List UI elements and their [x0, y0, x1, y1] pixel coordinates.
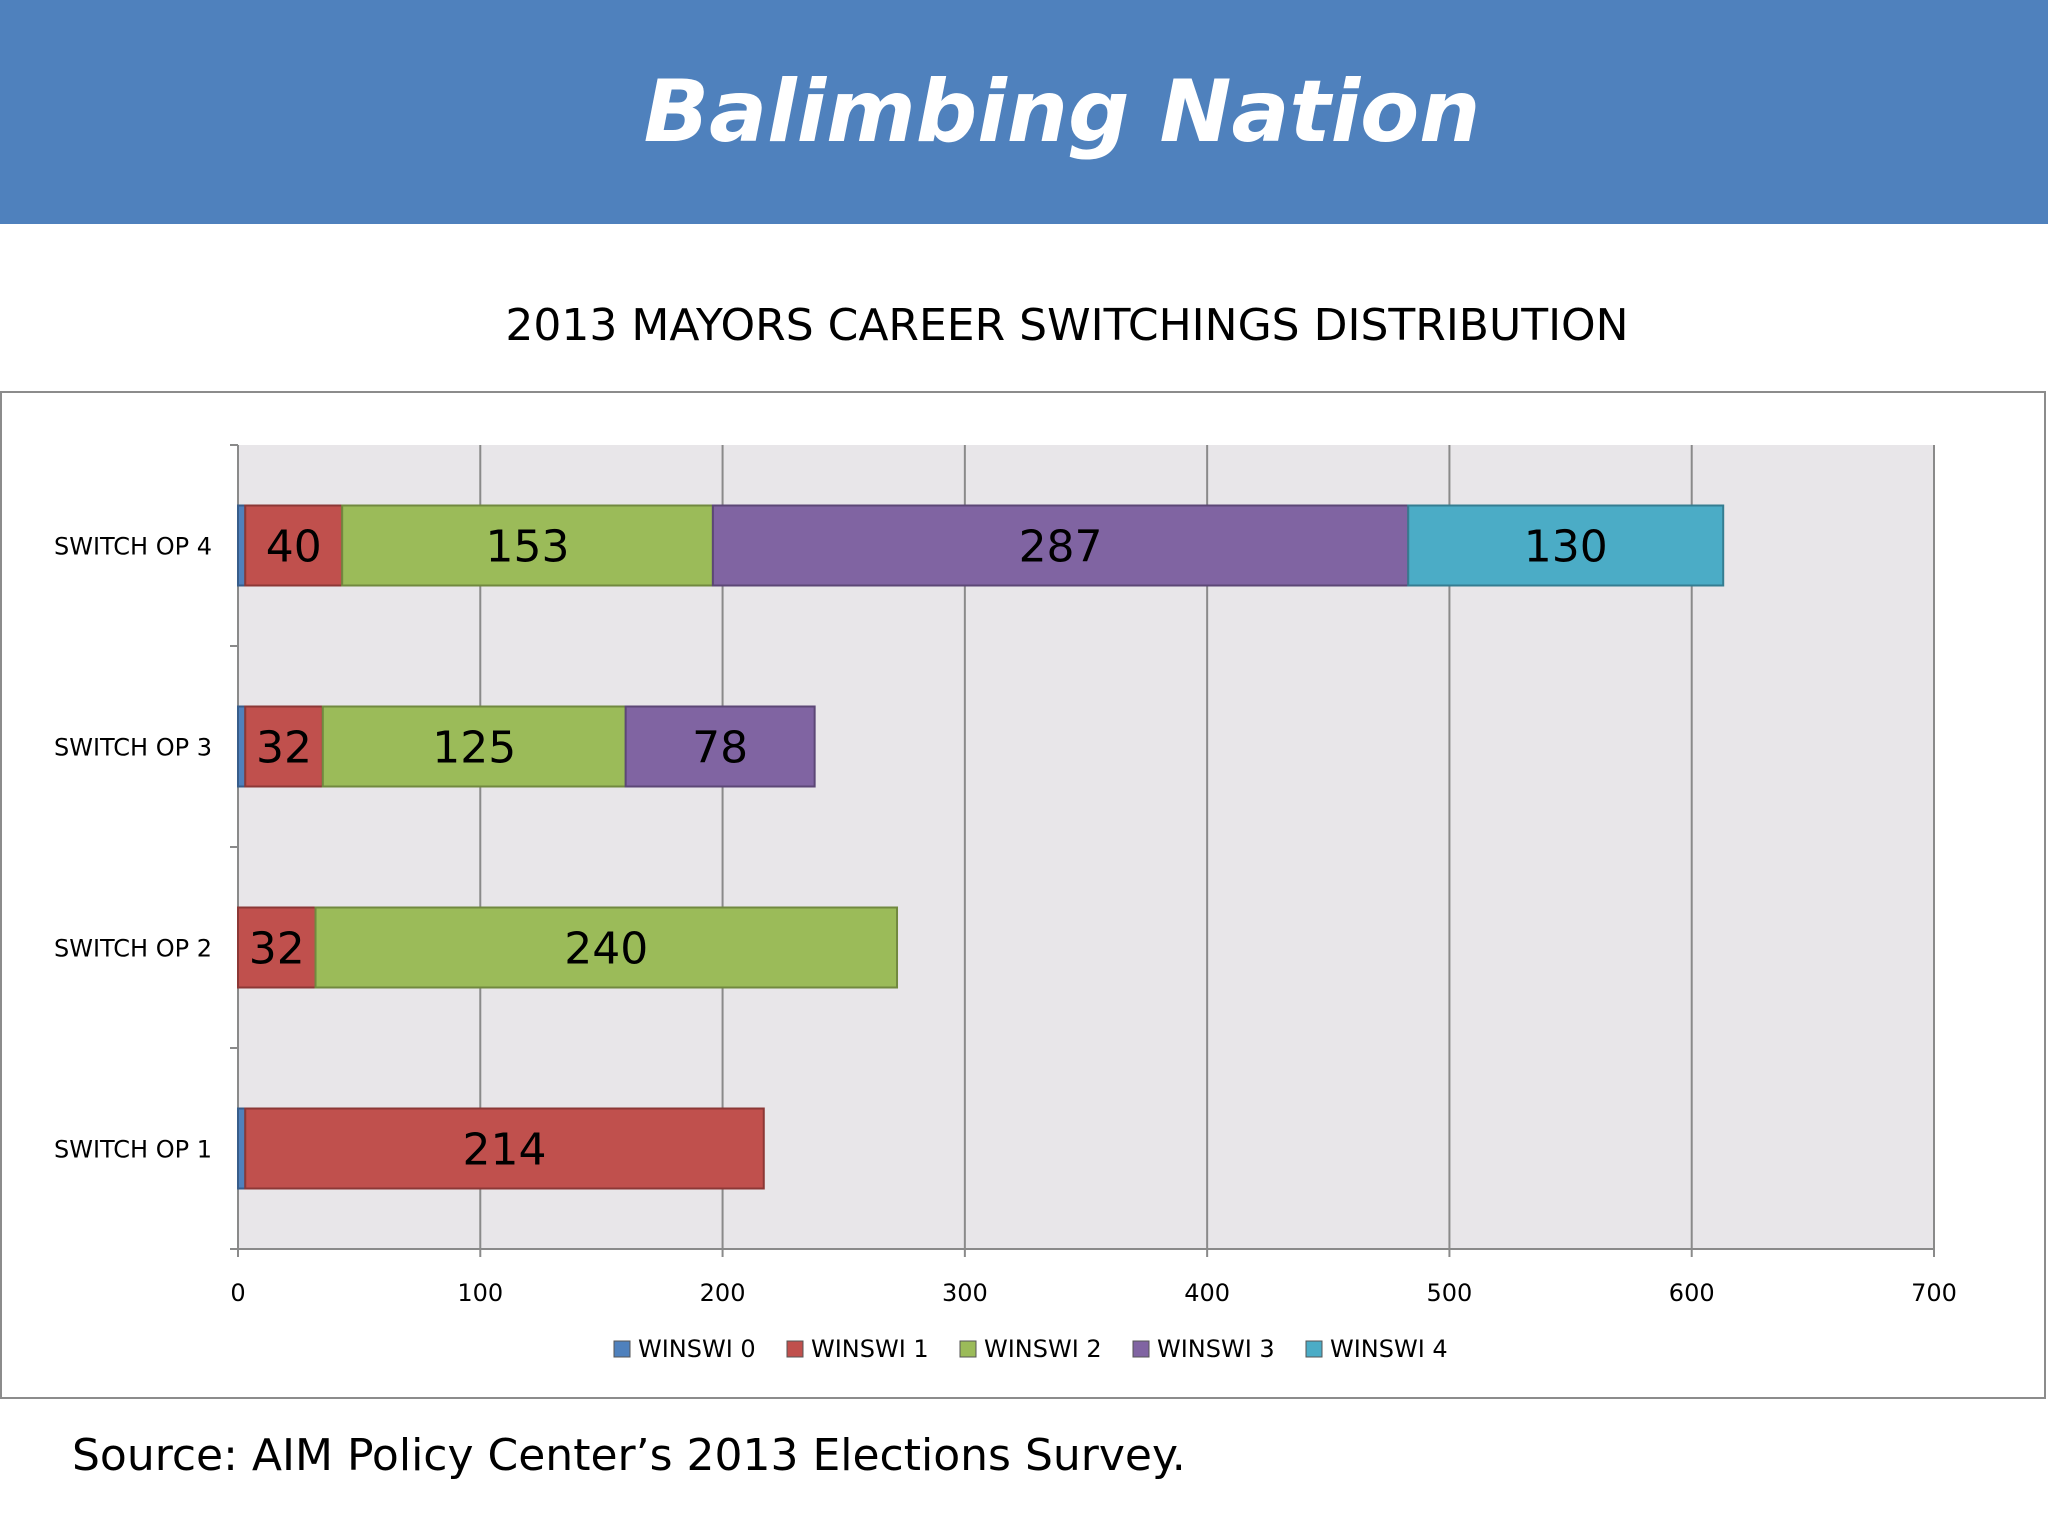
- header-banner: [0, 0, 2048, 224]
- bar-segment: [321, 705, 627, 788]
- chart-frame: 0 100 200 300 400 500 600 700 SWITCH OP 1 214 SWIT…: [0, 391, 2046, 1399]
- bar-segment: [624, 705, 816, 788]
- bar-segment: [711, 504, 1410, 587]
- legend-label: WINSWI 0: [638, 1335, 756, 1363]
- x-tick-label: 200: [700, 1279, 746, 1307]
- data-label: 130: [1524, 522, 1608, 573]
- x-tick-label: 100: [457, 1279, 503, 1307]
- legend-label: WINSWI 4: [1330, 1335, 1448, 1363]
- category-label: SWITCH OP 4: [54, 533, 212, 561]
- data-label: 287: [1019, 522, 1103, 573]
- bar-segment: [237, 705, 247, 788]
- legend-label: WINSWI 3: [1157, 1335, 1275, 1363]
- x-tick-label: 500: [1427, 1279, 1473, 1307]
- x-tick-label: 300: [942, 1279, 988, 1307]
- data-label: 153: [486, 522, 570, 573]
- category-label: SWITCH OP 3: [54, 734, 212, 762]
- x-tick-label: 700: [1911, 1279, 1957, 1307]
- legend-swatch: [1132, 1340, 1150, 1358]
- chart-title: 2013 MAYORS CAREER SWITCHINGS DISTRIBUTI…: [505, 300, 1629, 351]
- data-label: 40: [266, 522, 322, 573]
- source-note: Source: AIM Policy Center’s 2013 Electio…: [72, 1430, 1186, 1481]
- x-tick-label: 600: [1669, 1279, 1715, 1307]
- bar-segment: [244, 1107, 765, 1190]
- legend-swatch: [959, 1340, 977, 1358]
- bar-segment: [237, 906, 317, 989]
- page-title: Balimbing Nation: [643, 62, 1481, 162]
- data-label: 32: [256, 723, 312, 774]
- legend-swatch: [786, 1340, 804, 1358]
- legend-swatch: [613, 1340, 631, 1358]
- x-tick-label: 400: [1184, 1279, 1230, 1307]
- bar-segment: [237, 504, 247, 587]
- data-label: 32: [249, 924, 305, 975]
- bar-segment: [1407, 504, 1725, 587]
- category-label: SWITCH OP 2: [54, 935, 212, 963]
- legend-swatch: [1305, 1340, 1323, 1358]
- bar-segment: [314, 906, 899, 989]
- bar-segment: [244, 705, 324, 788]
- bar-chart: 0 100 200 300 400 500 600 700 SWITCH OP 1 214 SWIT…: [54, 444, 1957, 1363]
- data-label: 240: [564, 924, 648, 975]
- category-label: SWITCH OP 1: [54, 1136, 212, 1164]
- data-label: 125: [432, 723, 516, 774]
- legend-label: WINSWI 1: [811, 1335, 929, 1363]
- legend-label: WINSWI 2: [984, 1335, 1102, 1363]
- x-tick-label: 0: [230, 1279, 245, 1307]
- data-label: 214: [463, 1125, 547, 1176]
- bar-segment: [341, 504, 714, 587]
- bar-segment: [237, 1107, 247, 1190]
- data-label: 78: [692, 723, 748, 774]
